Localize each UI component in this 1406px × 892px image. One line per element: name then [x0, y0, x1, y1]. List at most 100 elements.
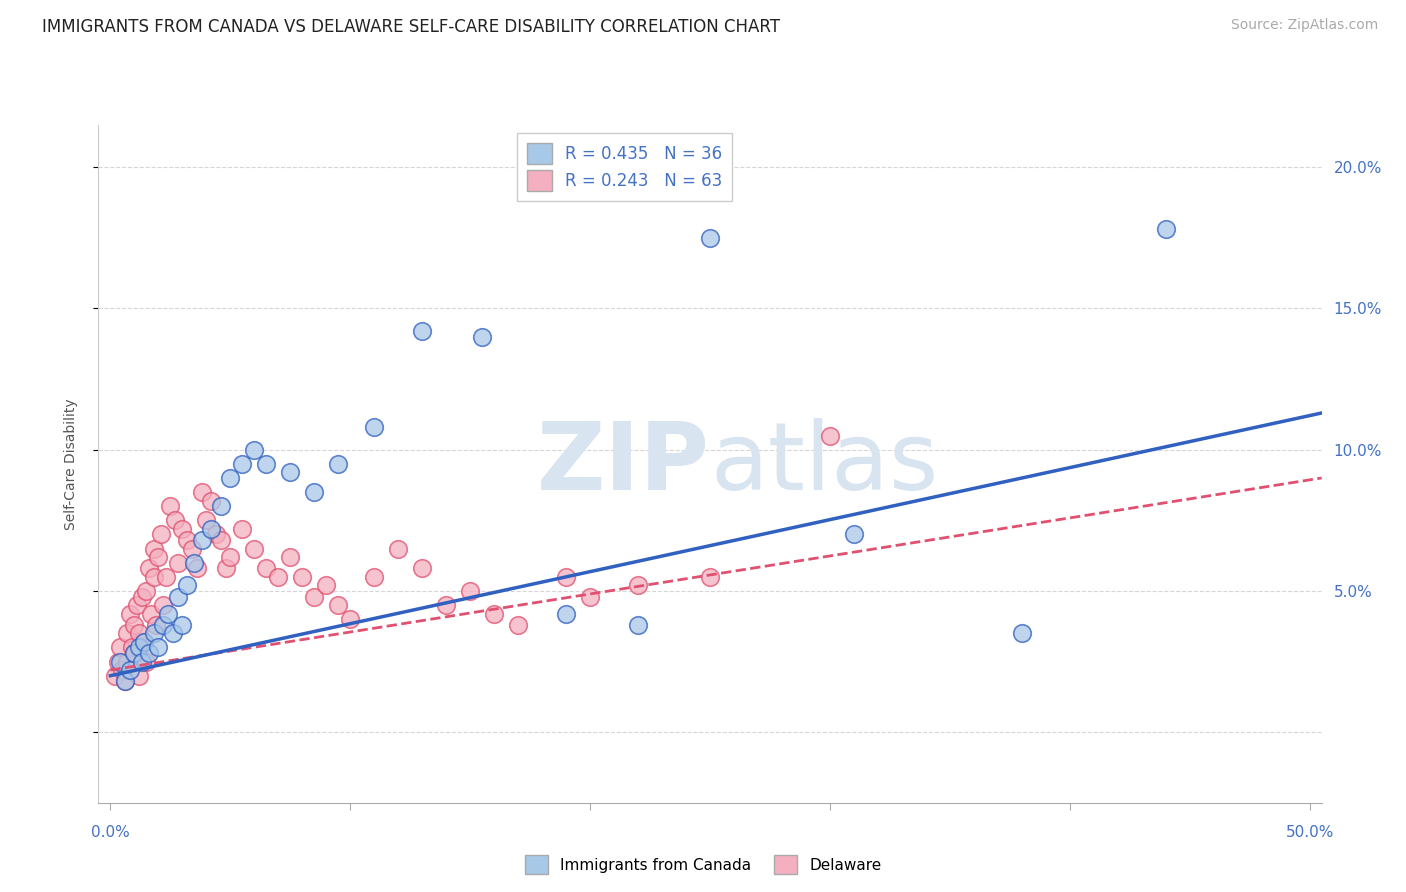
- Point: [214, 561, 236, 575]
- Point: [132, 635, 155, 649]
- Point: [267, 570, 290, 584]
- Point: [411, 561, 433, 575]
- Point: [138, 646, 160, 660]
- Text: Source: ZipAtlas.com: Source: ZipAtlas.com: [1230, 18, 1378, 32]
- Point: [219, 549, 242, 565]
- Point: [555, 607, 578, 621]
- Point: [291, 570, 314, 584]
- Point: [254, 457, 277, 471]
- Point: [115, 655, 138, 669]
- Point: [508, 617, 530, 632]
- Point: [1154, 222, 1177, 236]
- Point: [152, 598, 174, 612]
- Point: [339, 612, 361, 626]
- Text: atlas: atlas: [710, 417, 938, 510]
- Point: [118, 663, 141, 677]
- Point: [458, 584, 481, 599]
- Point: [166, 590, 188, 604]
- Point: [162, 626, 184, 640]
- Point: [209, 500, 232, 514]
- Point: [254, 561, 277, 575]
- Point: [128, 669, 150, 683]
- Point: [145, 617, 167, 632]
- Point: [155, 570, 177, 584]
- Text: IMMIGRANTS FROM CANADA VS DELAWARE SELF-CARE DISABILITY CORRELATION CHART: IMMIGRANTS FROM CANADA VS DELAWARE SELF-…: [42, 18, 780, 36]
- Point: [115, 626, 138, 640]
- Point: [176, 533, 198, 547]
- Point: [111, 663, 134, 677]
- Legend: R = 0.435   N = 36, R = 0.243   N = 63: R = 0.435 N = 36, R = 0.243 N = 63: [516, 133, 733, 201]
- Point: [125, 598, 148, 612]
- Point: [124, 617, 146, 632]
- Point: [131, 655, 153, 669]
- Point: [231, 457, 253, 471]
- Point: [209, 533, 232, 547]
- Point: [141, 607, 163, 621]
- Point: [699, 570, 721, 584]
- Point: [118, 607, 141, 621]
- Point: [135, 584, 157, 599]
- Point: [627, 578, 650, 592]
- Point: [243, 541, 266, 556]
- Point: [200, 493, 222, 508]
- Point: [328, 598, 350, 612]
- Point: [315, 578, 337, 592]
- Point: [205, 527, 228, 541]
- Point: [555, 570, 578, 584]
- Point: [304, 590, 326, 604]
- Point: [579, 590, 602, 604]
- Point: [183, 556, 205, 570]
- Point: [471, 330, 494, 344]
- Point: [190, 485, 212, 500]
- Point: [195, 513, 218, 527]
- Point: [842, 527, 865, 541]
- Point: [278, 549, 301, 565]
- Point: [200, 522, 222, 536]
- Point: [165, 513, 187, 527]
- Point: [142, 570, 165, 584]
- Point: [108, 640, 131, 655]
- Point: [104, 669, 127, 683]
- Point: [328, 457, 350, 471]
- Point: [128, 640, 150, 655]
- Point: [176, 578, 198, 592]
- Point: [156, 607, 179, 621]
- Point: [159, 500, 181, 514]
- Point: [114, 674, 136, 689]
- Point: [142, 626, 165, 640]
- Text: 0.0%: 0.0%: [91, 825, 129, 840]
- Point: [124, 646, 146, 660]
- Text: ZIP: ZIP: [537, 417, 710, 510]
- Point: [128, 626, 150, 640]
- Point: [181, 541, 204, 556]
- Point: [172, 617, 194, 632]
- Point: [387, 541, 409, 556]
- Point: [148, 640, 170, 655]
- Point: [132, 635, 155, 649]
- Point: [131, 590, 153, 604]
- Point: [304, 485, 326, 500]
- Point: [108, 655, 131, 669]
- Point: [135, 655, 157, 669]
- Point: [411, 324, 433, 338]
- Point: [142, 541, 165, 556]
- Point: [114, 674, 136, 689]
- Point: [363, 420, 385, 434]
- Point: [219, 471, 242, 485]
- Point: [107, 655, 129, 669]
- Point: [699, 231, 721, 245]
- Point: [121, 640, 143, 655]
- Point: [190, 533, 212, 547]
- Point: [243, 442, 266, 457]
- Y-axis label: Self-Care Disability: Self-Care Disability: [63, 398, 77, 530]
- Point: [363, 570, 385, 584]
- Point: [138, 561, 160, 575]
- Point: [149, 527, 172, 541]
- Point: [231, 522, 253, 536]
- Point: [818, 428, 841, 442]
- Point: [434, 598, 457, 612]
- Point: [166, 556, 188, 570]
- Text: 50.0%: 50.0%: [1285, 825, 1334, 840]
- Point: [172, 522, 194, 536]
- Point: [124, 646, 146, 660]
